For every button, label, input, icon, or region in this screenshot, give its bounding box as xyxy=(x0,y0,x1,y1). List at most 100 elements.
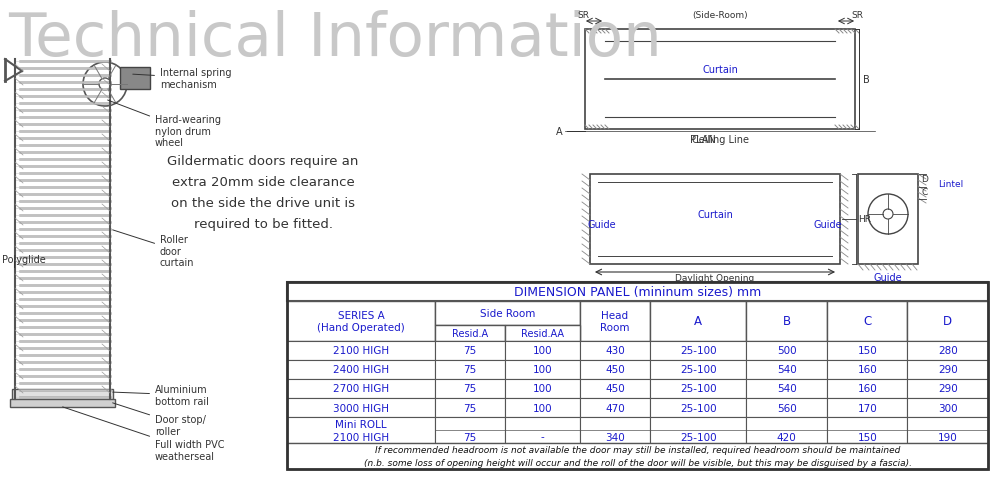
Text: 75: 75 xyxy=(463,384,477,394)
Bar xyxy=(287,301,435,341)
Text: Guide: Guide xyxy=(874,273,902,282)
Bar xyxy=(580,341,650,360)
Text: 3000 HIGH: 3000 HIGH xyxy=(333,403,389,413)
Text: 2100 HIGH: 2100 HIGH xyxy=(333,346,389,356)
Text: 100: 100 xyxy=(533,365,552,375)
Text: Guide: Guide xyxy=(588,219,616,229)
Bar xyxy=(435,379,505,398)
Text: Gildermatic doors require an
extra 20mm side clearance
on the side the drive uni: Gildermatic doors require an extra 20mm … xyxy=(167,155,359,230)
Bar xyxy=(580,417,650,443)
Text: 430: 430 xyxy=(605,346,625,356)
Text: Technical Information: Technical Information xyxy=(8,10,662,69)
Bar xyxy=(435,341,505,360)
Text: 340: 340 xyxy=(605,432,625,442)
Bar xyxy=(650,341,746,360)
Bar xyxy=(827,379,907,398)
Text: C: C xyxy=(921,188,927,197)
Text: -: - xyxy=(541,432,544,442)
Bar xyxy=(907,417,988,443)
Text: SR: SR xyxy=(577,11,589,20)
Text: B: B xyxy=(863,75,870,85)
Text: 500: 500 xyxy=(777,346,797,356)
Text: 540: 540 xyxy=(777,384,797,394)
Bar xyxy=(287,282,988,469)
Text: END ELEVATION: END ELEVATION xyxy=(864,285,942,294)
Bar xyxy=(505,325,580,341)
Text: 25-100: 25-100 xyxy=(680,432,716,442)
Text: 420: 420 xyxy=(777,432,797,442)
Bar xyxy=(287,417,435,443)
Text: 450: 450 xyxy=(605,365,625,375)
Text: D: D xyxy=(921,175,928,184)
Text: (Side-Room): (Side-Room) xyxy=(692,11,748,20)
Bar xyxy=(580,379,650,398)
Text: Curtain: Curtain xyxy=(702,65,738,75)
Text: 290: 290 xyxy=(938,365,958,375)
Text: 170: 170 xyxy=(857,403,877,413)
Text: PLAN: PLAN xyxy=(690,135,716,144)
Text: ELEVATION: ELEVATION xyxy=(688,285,742,294)
Bar xyxy=(580,398,650,417)
Text: Roller
door
curtain: Roller door curtain xyxy=(113,230,194,268)
Text: Polyglide: Polyglide xyxy=(2,254,46,264)
Bar xyxy=(287,341,435,360)
Text: 100: 100 xyxy=(533,403,552,413)
Text: Door stop/
roller: Door stop/ roller xyxy=(113,403,206,436)
Text: D: D xyxy=(943,315,952,328)
Text: 25-100: 25-100 xyxy=(680,384,716,394)
Bar xyxy=(287,282,988,301)
Text: Aluminium
bottom rail: Aluminium bottom rail xyxy=(113,384,209,406)
Bar xyxy=(650,379,746,398)
Text: 300: 300 xyxy=(938,403,958,413)
Text: DIMENSION PANEL (mininum sizes) mm: DIMENSION PANEL (mininum sizes) mm xyxy=(514,286,761,299)
Bar xyxy=(746,379,827,398)
Bar xyxy=(650,417,746,443)
Text: 2700 HIGH: 2700 HIGH xyxy=(333,384,389,394)
Text: Ceiling Line: Ceiling Line xyxy=(692,135,748,144)
Bar xyxy=(907,341,988,360)
Bar xyxy=(746,301,827,341)
Bar xyxy=(505,398,580,417)
Text: 290: 290 xyxy=(938,384,958,394)
Bar xyxy=(746,417,827,443)
Text: If recommended headroom is not available the door may still be installed, requir: If recommended headroom is not available… xyxy=(364,445,912,467)
Bar xyxy=(858,175,918,264)
Text: 25-100: 25-100 xyxy=(680,346,716,356)
Text: 560: 560 xyxy=(777,403,797,413)
Text: 160: 160 xyxy=(857,365,877,375)
Text: Curtain: Curtain xyxy=(697,210,733,219)
Text: Side Room: Side Room xyxy=(480,309,535,319)
Bar xyxy=(650,398,746,417)
Text: A: A xyxy=(556,127,563,137)
Bar xyxy=(505,341,580,360)
Bar xyxy=(827,360,907,379)
Bar xyxy=(827,341,907,360)
Text: 190: 190 xyxy=(938,432,958,442)
Text: 75: 75 xyxy=(463,365,477,375)
Bar xyxy=(746,360,827,379)
Bar xyxy=(580,301,650,341)
Bar xyxy=(590,175,840,264)
Text: SERIES A
(Hand Operated): SERIES A (Hand Operated) xyxy=(317,311,405,332)
Bar xyxy=(907,398,988,417)
Text: 2400 HIGH: 2400 HIGH xyxy=(333,365,389,375)
Bar xyxy=(505,360,580,379)
Text: A: A xyxy=(694,315,702,328)
Text: 160: 160 xyxy=(857,384,877,394)
Bar xyxy=(10,399,115,407)
Text: Mini ROLL: Mini ROLL xyxy=(335,419,387,429)
Bar xyxy=(746,341,827,360)
Text: C: C xyxy=(863,315,871,328)
Text: 2100 HIGH: 2100 HIGH xyxy=(333,432,389,442)
Bar xyxy=(650,301,746,341)
Bar xyxy=(907,379,988,398)
Text: 75: 75 xyxy=(463,403,477,413)
Text: 25-100: 25-100 xyxy=(680,403,716,413)
Bar xyxy=(287,379,435,398)
Bar xyxy=(827,398,907,417)
Bar xyxy=(287,443,988,469)
Bar xyxy=(907,301,988,341)
Text: 540: 540 xyxy=(777,365,797,375)
Bar xyxy=(827,417,907,443)
Bar xyxy=(585,30,855,130)
